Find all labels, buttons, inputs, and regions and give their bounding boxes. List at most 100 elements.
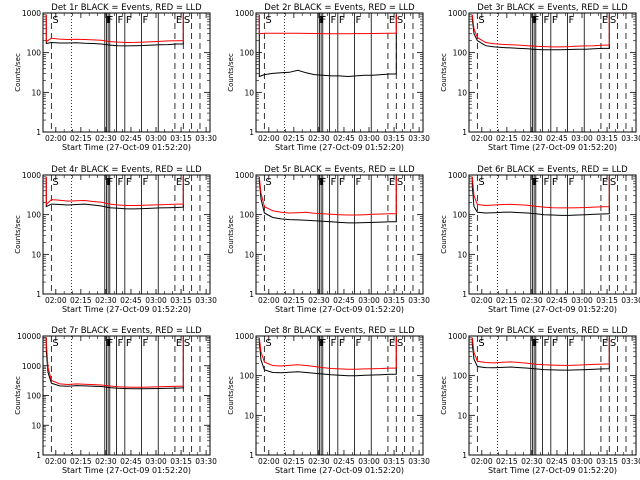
panel-title: Det 2r BLACK = Events, RED = LLD <box>264 3 415 13</box>
y-tick-label: 1000 <box>235 332 254 341</box>
x-tick-label: 02:15 <box>70 296 92 305</box>
marker-label: F <box>143 177 149 188</box>
marker-label: S <box>610 177 616 188</box>
x-tick-label: 03:15 <box>170 296 192 305</box>
y-axis-label: Counts/sec <box>440 376 448 415</box>
plot-frame <box>255 12 424 133</box>
x-tick-label: 02:30 <box>521 457 543 466</box>
plot-frame <box>42 335 211 456</box>
y-tick-label: 10 <box>31 421 41 430</box>
marker-label: F <box>533 177 539 188</box>
marker-label: F <box>330 15 336 26</box>
x-tick-label: 02:45 <box>120 134 142 143</box>
x-tick-label: 02:00 <box>471 134 493 143</box>
marker-label: E <box>389 338 395 349</box>
lld-series-line <box>471 14 610 48</box>
lld-series-line <box>45 14 184 44</box>
marker-label: S <box>265 177 271 188</box>
marker-label: F <box>320 338 326 349</box>
x-tick-label: 03:00 <box>358 296 380 305</box>
events-series-line <box>471 176 610 216</box>
panel-title: Det 7r BLACK = Events, RED = LLD <box>51 326 202 336</box>
marker-label: E <box>389 177 395 188</box>
marker-label: F <box>319 177 325 188</box>
marker-label: S <box>610 338 616 349</box>
y-tick-label: 1000 <box>22 9 41 18</box>
events-series-line <box>471 14 610 51</box>
y-tick-label: 100 <box>240 49 255 58</box>
y-axis-label: Counts/sec <box>14 215 22 254</box>
marker-label: F <box>339 338 345 349</box>
x-tick-label: 03:30 <box>408 296 430 305</box>
y-tick-label: 10 <box>31 88 41 97</box>
x-tick-label: 03:15 <box>383 134 405 143</box>
marker-label: E <box>602 15 608 26</box>
y-axis-label: Counts/sec <box>14 53 22 92</box>
marker-label: F <box>107 15 113 26</box>
x-tick-label: 03:00 <box>145 296 167 305</box>
marker-label: F <box>126 177 132 188</box>
x-axis-label: Start Time (27-Oct-09 01:52:20) <box>488 466 617 475</box>
marker-label: S <box>397 177 403 188</box>
events-series-line <box>45 337 184 390</box>
y-tick-label: 1000 <box>448 9 467 18</box>
events-series-line <box>45 176 184 210</box>
lld-series-line <box>258 14 397 35</box>
marker-label: F <box>543 177 549 188</box>
x-axis-label: Start Time (27-Oct-09 01:52:20) <box>275 466 404 475</box>
x-tick-label: 02:45 <box>120 457 142 466</box>
y-tick-label: 1 <box>462 128 467 137</box>
y-tick-label: 1 <box>249 128 254 137</box>
x-tick-label: 02:30 <box>95 296 117 305</box>
x-tick-label: 02:15 <box>283 134 305 143</box>
x-axis-label: Start Time (27-Oct-09 01:52:20) <box>62 143 191 152</box>
y-axis-label: Counts/sec <box>440 53 448 92</box>
x-tick-label: 03:00 <box>571 457 593 466</box>
marker-label: S <box>52 338 58 349</box>
x-tick-label: 02:45 <box>546 134 568 143</box>
marker-label: S <box>52 177 58 188</box>
y-tick-label: 100 <box>453 372 468 381</box>
marker-label: F <box>552 15 558 26</box>
x-tick-label: 02:15 <box>496 134 518 143</box>
panel-title: Det 9r BLACK = Events, RED = LLD <box>477 326 628 336</box>
x-tick-label: 03:00 <box>145 134 167 143</box>
y-tick-label: 100 <box>240 372 255 381</box>
marker-label: F <box>107 177 113 188</box>
y-tick-label: 10000 <box>17 332 41 341</box>
x-tick-label: 03:15 <box>596 134 618 143</box>
x-axis-label: Start Time (27-Oct-09 01:52:20) <box>488 143 617 152</box>
x-tick-label: 02:00 <box>258 134 280 143</box>
x-tick-label: 02:45 <box>333 296 355 305</box>
panel-title: Det 5r BLACK = Events, RED = LLD <box>264 165 415 175</box>
y-tick-label: 10 <box>457 411 467 420</box>
events-series-line <box>471 337 610 371</box>
marker-label: F <box>117 177 123 188</box>
marker-label: S <box>52 15 58 26</box>
x-tick-label: 02:15 <box>283 457 305 466</box>
y-tick-label: 1000 <box>22 362 41 371</box>
y-tick-label: 10 <box>244 88 254 97</box>
x-tick-label: 02:45 <box>333 457 355 466</box>
x-axis-label: Start Time (27-Oct-09 01:52:20) <box>275 305 404 314</box>
x-tick-label: 03:00 <box>571 296 593 305</box>
x-tick-label: 03:00 <box>145 457 167 466</box>
y-tick-label: 1000 <box>448 332 467 341</box>
x-tick-label: 02:00 <box>45 296 67 305</box>
x-tick-label: 02:00 <box>258 457 280 466</box>
marker-label: E <box>176 15 182 26</box>
marker-label: F <box>106 338 112 349</box>
plot-frame <box>255 174 424 295</box>
y-tick-label: 1 <box>36 290 41 299</box>
marker-label: F <box>143 15 149 26</box>
x-axis-label: Start Time (27-Oct-09 01:52:20) <box>62 305 191 314</box>
x-tick-label: 02:00 <box>471 457 493 466</box>
marker-label: E <box>602 177 608 188</box>
panel-title: Det 4r BLACK = Events, RED = LLD <box>51 165 202 175</box>
panel-title: Det 3r BLACK = Events, RED = LLD <box>477 3 628 13</box>
